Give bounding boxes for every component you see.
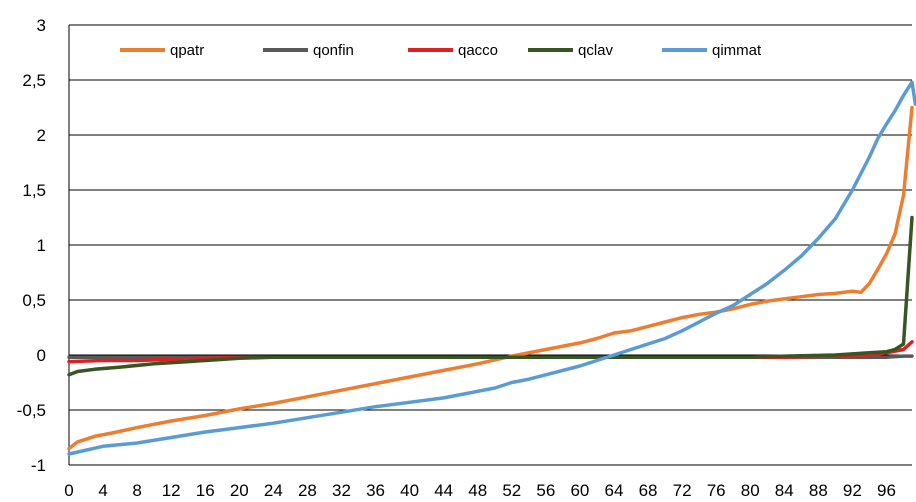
y-tick-label: 1 — [37, 236, 46, 255]
gridlines — [68, 24, 912, 466]
x-tick-label: 36 — [366, 481, 385, 500]
x-tick-label: 92 — [843, 481, 862, 500]
x-tick-label: 96 — [877, 481, 896, 500]
x-tick-label: 12 — [162, 481, 181, 500]
legend-label-qimmat: qimmat — [712, 42, 762, 59]
legend-label-qonfin: qonfin — [313, 42, 354, 59]
y-tick-label: 1,5 — [22, 181, 46, 200]
y-tick-label: 3 — [37, 16, 46, 35]
legend-label-qpatr: qpatr — [170, 42, 204, 59]
x-tick-label: 28 — [298, 481, 317, 500]
legend-label-qclav: qclav — [578, 42, 614, 59]
x-tick-label: 68 — [639, 481, 658, 500]
x-tick-label: 56 — [536, 481, 555, 500]
x-tick-label: 80 — [741, 481, 760, 500]
y-tick-label: 0,5 — [22, 291, 46, 310]
series-line-qclav — [67, 215, 914, 377]
y-tick-label: 2,5 — [22, 71, 46, 90]
series-line-qpatr — [67, 105, 914, 451]
x-tick-label: 8 — [132, 481, 141, 500]
x-tick-label: 32 — [332, 481, 351, 500]
x-tick-label: 64 — [605, 481, 624, 500]
x-tick-label: 44 — [434, 481, 453, 500]
x-tick-label: 40 — [400, 481, 419, 500]
x-tick-label: 0 — [64, 481, 73, 500]
x-tick-label: 72 — [673, 481, 692, 500]
x-tick-label: 48 — [468, 481, 487, 500]
legend: qpatr qonfin qacco qclav qimmat — [120, 42, 762, 59]
x-tick-label: 84 — [775, 481, 794, 500]
x-tick-label: 4 — [98, 481, 107, 500]
x-axis-ticks: 0 4 8 12 16 20 24 28 32 36 40 44 48 52 56 60 64 68 72 76 80 8… — [64, 481, 896, 500]
x-tick-label: 76 — [707, 481, 726, 500]
legend-label-qacco: qacco — [458, 42, 498, 59]
x-tick-label: 24 — [264, 481, 283, 500]
y-tick-label: -1 — [31, 456, 46, 475]
x-tick-label: 88 — [809, 481, 828, 500]
x-tick-label: 52 — [502, 481, 521, 500]
y-tick-label: 2 — [37, 126, 46, 145]
series-lines — [67, 80, 916, 456]
x-tick-label: 60 — [570, 481, 589, 500]
y-tick-label: -0,5 — [17, 401, 46, 420]
y-axis-ticks: -1 -0,5 0 0,5 1 1,5 2 2,5 3 — [17, 16, 46, 475]
y-tick-label: 0 — [37, 346, 46, 365]
x-tick-label: 16 — [196, 481, 215, 500]
series-line-qimmat — [67, 80, 916, 456]
x-tick-label: 20 — [230, 481, 249, 500]
